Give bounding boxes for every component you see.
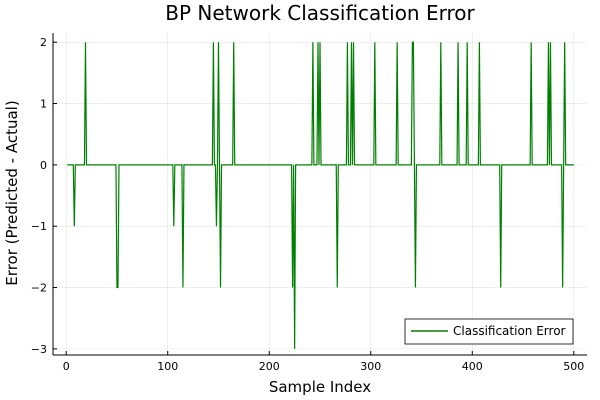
axes: 0 100 200 300 400 500 −3 −2 −1 0 1 2 [31, 33, 587, 373]
y-axis-title: Error (Predicted - Actual) [3, 100, 21, 285]
y-tick-label: 2 [40, 36, 47, 49]
chart-title: BP Network Classification Error [165, 1, 475, 25]
x-tick-label: 100 [157, 360, 178, 373]
x-tick-label: 500 [563, 360, 584, 373]
x-tick-label: 300 [360, 360, 381, 373]
y-tick-label: −3 [31, 343, 47, 356]
series-layer [67, 41, 574, 349]
y-tick-label: −2 [31, 282, 47, 295]
x-tick-label: 0 [63, 360, 70, 373]
x-axis-title: Sample Index [269, 378, 371, 396]
y-tick-label: 0 [40, 159, 47, 172]
x-tick-label: 400 [462, 360, 483, 373]
legend: Classification Error [404, 318, 574, 345]
series-line-classification-error [67, 41, 574, 349]
y-tick-label: 1 [40, 98, 47, 111]
legend-label: Classification Error [453, 324, 566, 338]
y-tick-label: −1 [31, 220, 47, 233]
x-tick-label: 200 [259, 360, 280, 373]
